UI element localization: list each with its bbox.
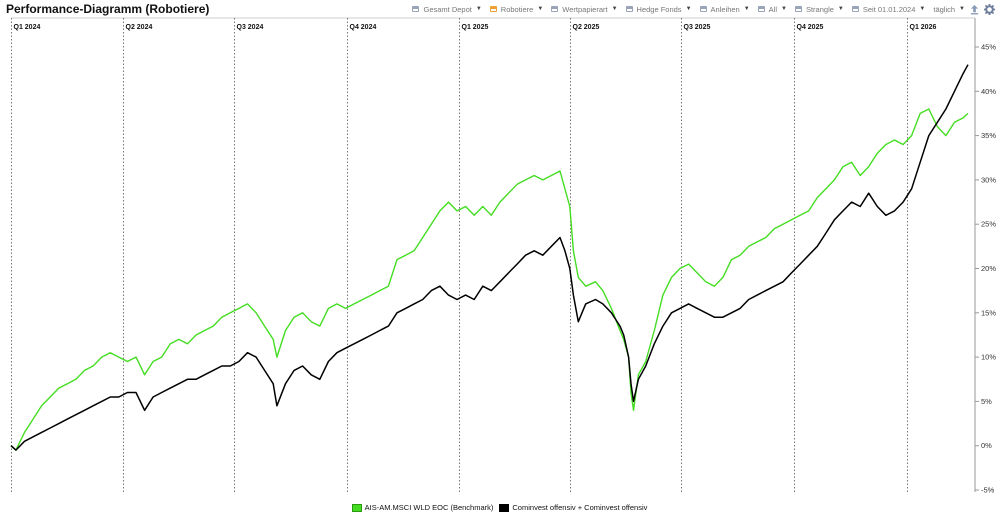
date-range-select[interactable]: Seit 01.01.2024 ▼ (851, 4, 926, 14)
checkbox-icon (625, 6, 633, 12)
chart-legend: AIS-AM.MSCI WLD EOC (Benchmark) Cominves… (0, 503, 999, 512)
filter-strangle[interactable]: Strangle ▼ (794, 4, 844, 14)
toolbar: Gesamt Depot ▼ Robotiere ▼ Wertpapierart… (404, 2, 995, 16)
quarter-label: Q3 2024 (237, 24, 264, 31)
caret-down-icon: ▼ (837, 6, 844, 12)
filter-wertpapierart[interactable]: Wertpapierart ▼ (551, 4, 618, 14)
filter-gesamt-depot[interactable]: Gesamt Depot ▼ (412, 4, 482, 14)
y-tick-label: 40% (981, 87, 996, 96)
quarter-label: Q2 2024 (126, 24, 153, 31)
legend-label: Cominvest offensiv + Cominvest offensiv (512, 503, 648, 512)
filter-label: Wertpapierart (562, 4, 608, 14)
checkbox-icon (551, 6, 559, 12)
legend-item-cominvest[interactable]: Cominvest offensiv + Cominvest offensiv (499, 503, 647, 512)
filter-label: Strangle (805, 4, 834, 14)
interval-select[interactable]: täglich ▼ (933, 5, 965, 14)
quarter-label: Q1 2025 (462, 24, 489, 31)
y-tick-label: 20% (981, 264, 996, 273)
caret-down-icon: ▼ (959, 6, 965, 12)
caret-down-icon: ▼ (685, 6, 692, 12)
upload-icon[interactable] (970, 4, 979, 15)
caret-down-icon: ▼ (743, 6, 750, 12)
y-tick-label: 25% (981, 220, 996, 229)
legend-swatch (499, 503, 510, 512)
page-title: Performance-Diagramm (Robotiere) (6, 2, 210, 16)
filter-robotiere[interactable]: Robotiere ▼ (489, 4, 544, 14)
y-tick-label: -5% (981, 486, 995, 495)
checkbox-icon (794, 6, 802, 12)
legend-item-benchmark[interactable]: AIS-AM.MSCI WLD EOC (Benchmark) (351, 503, 494, 512)
series-line-cominvest (10, 64, 969, 451)
series-line-benchmark (10, 108, 969, 451)
quarter-label: Q2 2025 (573, 24, 600, 31)
filter-label: Hedge Fonds (636, 4, 682, 14)
legend-swatch (351, 503, 362, 512)
filter-label: Robotiere (500, 4, 534, 14)
legend-label: AIS-AM.MSCI WLD EOC (Benchmark) (364, 503, 494, 512)
checkbox-icon (412, 6, 420, 12)
y-tick-label: 0% (981, 441, 992, 450)
y-tick-label: 5% (981, 397, 992, 406)
y-tick-label: 30% (981, 175, 996, 184)
caret-down-icon: ▼ (475, 6, 482, 12)
quarter-label: Q1 2026 (910, 24, 937, 31)
filter-all[interactable]: All ▼ (757, 4, 787, 14)
date-range-label: Seit 01.01.2024 (862, 4, 916, 14)
caret-down-icon: ▼ (611, 6, 618, 12)
filter-label: Gesamt Depot (423, 4, 472, 14)
y-tick-label: 45% (981, 43, 996, 52)
y-tick-label: 15% (981, 308, 996, 317)
caret-down-icon: ▼ (781, 6, 787, 12)
quarter-label: Q1 2024 (14, 24, 41, 31)
checkbox-icon (757, 6, 765, 12)
checkbox-icon (489, 6, 497, 12)
quarter-label: Q4 2024 (350, 24, 377, 31)
filter-hedge-fonds[interactable]: Hedge Fonds ▼ (625, 4, 692, 14)
filter-label: All (768, 4, 778, 14)
calendar-icon (851, 6, 859, 12)
quarter-label: Q4 2025 (797, 24, 824, 31)
caret-down-icon: ▼ (537, 6, 544, 12)
filter-anleihen[interactable]: Anleihen ▼ (699, 4, 750, 14)
y-tick-label: 10% (981, 353, 996, 362)
filter-label: Anleihen (710, 4, 740, 14)
gear-icon[interactable] (984, 3, 995, 15)
caret-down-icon: ▼ (919, 6, 926, 12)
checkbox-icon (699, 6, 707, 12)
y-tick-label: 35% (981, 131, 996, 140)
interval-label: täglich (933, 4, 956, 14)
quarter-label: Q3 2025 (684, 24, 711, 31)
